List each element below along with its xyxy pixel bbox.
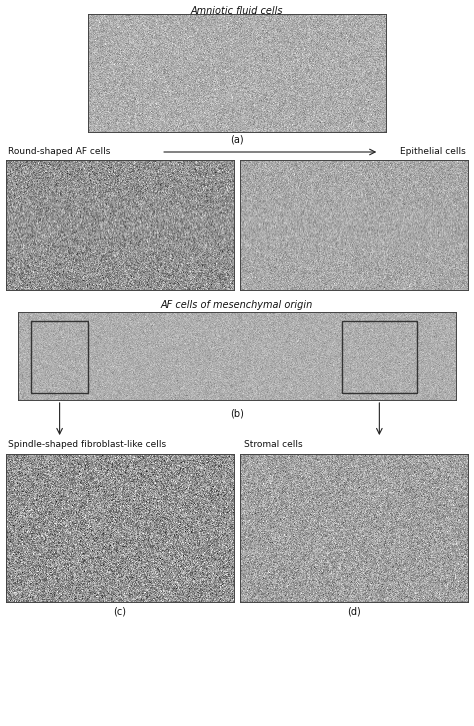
Text: Stromal cells: Stromal cells (244, 440, 302, 449)
Text: Epithelial cells: Epithelial cells (400, 147, 466, 157)
Bar (31, 321, 88, 393)
Text: Amniotic fluid cells: Amniotic fluid cells (191, 6, 283, 16)
Text: AF cells of mesenchymal origin: AF cells of mesenchymal origin (161, 300, 313, 310)
Text: (c): (c) (113, 606, 127, 616)
Text: (a): (a) (230, 134, 244, 144)
Text: (b): (b) (230, 408, 244, 418)
Text: Spindle-shaped fibroblast-like cells: Spindle-shaped fibroblast-like cells (8, 440, 166, 449)
Text: Round-shaped AF cells: Round-shaped AF cells (8, 147, 110, 157)
Bar (342, 321, 417, 393)
Text: (d): (d) (347, 606, 361, 616)
